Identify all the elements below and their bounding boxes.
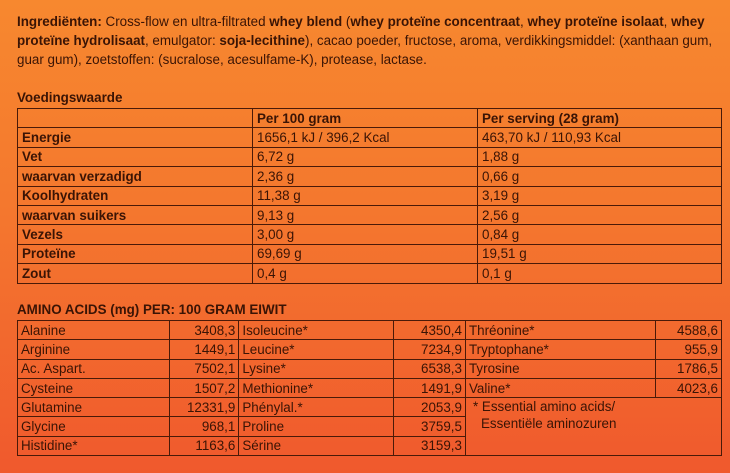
- nutrition-header-empty: [17, 107, 253, 129]
- amino-row: Ac. Aspart. 7502,1 Lysine* 6538,3 Tyrosine 17…: [16, 358, 723, 379]
- nutrient-per100: 69,69 g: [252, 243, 478, 265]
- amino-row: Cysteine 1507,2 Methionine* 1491,9 Valine* 40…: [16, 377, 723, 399]
- nutrition-row: Koolhydraten 11,38 g 3,19 g: [17, 185, 722, 206]
- nutrition-header-per100: Per 100 gram: [252, 107, 478, 129]
- nutrient-per100: 11,38 g: [252, 185, 478, 206]
- amino-value: 1491,9: [392, 377, 466, 399]
- amino-title: AMINO ACIDS (mg) PER: 100 GRAM EIWIT: [17, 302, 287, 317]
- nutrient-serving: 3,19 g: [477, 185, 722, 206]
- amino-value: 6538,3: [392, 358, 466, 379]
- amino-value: 1786,5: [654, 358, 723, 379]
- amino-name: Thréonine*: [464, 319, 656, 341]
- nutrition-row: Vezels 3,00 g 0,84 g: [17, 224, 722, 245]
- amino-value: 3159,3: [392, 435, 466, 457]
- nutrient-serving: 0,1 g: [477, 263, 722, 284]
- nutrition-row: waarvan suikers 9,13 g 2,56 g: [17, 204, 722, 226]
- amino-name: Alanine: [16, 319, 171, 341]
- footnote-line: * Essential amino acids/: [472, 399, 616, 415]
- nutrient-serving: 2,56 g: [477, 204, 722, 226]
- amino-value: 955,9: [654, 339, 723, 360]
- amino-row: Alanine 3408,3 Isoleucine* 4350,4 Thréonine*…: [16, 319, 723, 341]
- amino-name: Cysteine: [16, 377, 171, 399]
- nutrient-serving: 0,66 g: [477, 166, 722, 187]
- amino-row: Arginine 1449,1 Leucine* 7234,9 Tryptophane*…: [16, 339, 723, 360]
- ingredients-part: , emulgator:: [144, 33, 220, 48]
- ingredients-part: ,: [520, 14, 528, 29]
- ingredients-part: ,: [663, 14, 672, 29]
- ingredients-bold: soja-lecithine: [219, 33, 305, 48]
- amino-value: 2053,9: [392, 397, 466, 418]
- ingredients-bold: whey blend: [269, 14, 343, 29]
- amino-value: 3408,3: [169, 319, 240, 341]
- nutrient-per100: 2,36 g: [252, 166, 478, 187]
- nutrient-serving: 1,88 g: [477, 146, 722, 168]
- ingredients-label: Ingrediënten:: [17, 14, 102, 29]
- nutrition-title: Voedingswaarde: [17, 90, 123, 105]
- amino-value: 1507,2: [169, 377, 240, 399]
- amino-name: Leucine*: [238, 339, 394, 360]
- nutrition-table: Per 100 gram Per serving (28 gram) Energ…: [17, 107, 722, 284]
- nutrient-name: Koolhydraten: [17, 185, 253, 206]
- nutrition-row: waarvan verzadigd 2,36 g 0,66 g: [17, 166, 722, 187]
- amino-value: 12331,9: [169, 397, 240, 418]
- amino-name: Proline: [238, 416, 394, 437]
- amino-value: 4588,6: [654, 319, 723, 341]
- amino-table: Alanine 3408,3 Isoleucine* 4350,4 Thréonine*…: [16, 319, 723, 457]
- amino-name: Glutamine: [16, 397, 171, 418]
- ingredients-bold: whey proteïne concentraat: [350, 14, 521, 29]
- nutrient-serving: 463,70 kJ / 110,93 Kcal: [477, 127, 722, 148]
- nutrient-name: Vet: [17, 146, 253, 168]
- amino-name: Methionine*: [238, 377, 394, 399]
- nutrient-per100: 6,72 g: [252, 146, 478, 168]
- nutrient-name: waarvan verzadigd: [17, 166, 253, 187]
- amino-name: Isoleucine*: [238, 319, 394, 341]
- nutrition-row: Zout 0,4 g 0,1 g: [17, 263, 722, 284]
- amino-name: Arginine: [16, 339, 171, 360]
- amino-value: 7502,1: [169, 358, 240, 379]
- amino-name: Sérine: [238, 435, 394, 457]
- amino-value: 3759,5: [392, 416, 466, 437]
- footnote-line: Essentiële aminozuren: [480, 416, 617, 432]
- amino-name: Tyrosine: [464, 358, 656, 379]
- amino-name: Phénylal.*: [238, 397, 394, 418]
- ingredients-bold: whey proteïne hydrolisaat: [17, 14, 705, 48]
- amino-value: 7234,9: [392, 339, 466, 360]
- nutrient-name: Vezels: [17, 224, 253, 245]
- nutrition-row: Proteïne 69,69 g 19,51 g: [17, 243, 722, 265]
- nutrient-per100: 3,00 g: [252, 224, 478, 245]
- nutrient-name: Energie: [17, 127, 253, 148]
- nutrient-per100: 9,13 g: [252, 204, 478, 226]
- amino-name: Tryptophane*: [464, 339, 656, 360]
- nutrient-serving: 19,51 g: [477, 243, 722, 265]
- ingredients-part: ), cacao poeder, fructose, aroma, verdik…: [17, 33, 713, 67]
- amino-name: Histidine*: [16, 435, 171, 457]
- ingredients-part: Cross-flow en ultra-filtrated: [101, 14, 270, 29]
- nutrient-name: Zout: [17, 263, 253, 284]
- amino-name: Glycine: [16, 416, 171, 437]
- nutrition-header-serving: Per serving (28 gram): [477, 107, 722, 129]
- amino-value: 4350,4: [392, 319, 466, 341]
- amino-value: 1449,1: [169, 339, 240, 360]
- amino-row: Histidine* 1163,6 Sérine 3159,3: [16, 435, 722, 457]
- amino-row: Glutamine 12331,9 Phénylal.* 2053,9 * Essent…: [16, 397, 723, 457]
- amino-footnote: * Essential amino acids/Essentiële amino…: [464, 397, 723, 457]
- amino-name: Lysine*: [238, 358, 394, 379]
- nutrition-row: Energie 1656,1 kJ / 396,2 Kcal 463,70 kJ /…: [17, 127, 722, 148]
- nutrient-name: waarvan suikers: [17, 204, 253, 226]
- amino-value: 968,1: [169, 416, 240, 437]
- ingredients-bold: whey proteïne isolaat: [527, 14, 664, 29]
- amino-name: Valine*: [464, 377, 656, 399]
- nutrition-header-row: Per 100 gram Per serving (28 gram): [17, 107, 722, 129]
- amino-value: 4023,6: [654, 377, 723, 399]
- ingredients-text: Ingrediënten: Cross-flow en ultra-filtra…: [17, 12, 722, 69]
- nutrition-row: Vet 6,72 g 1,88 g: [17, 146, 722, 168]
- amino-name: Ac. Aspart.: [16, 358, 171, 379]
- nutrient-name: Proteïne: [17, 243, 253, 265]
- nutrient-serving: 0,84 g: [477, 224, 722, 245]
- nutrient-per100: 0,4 g: [252, 263, 478, 284]
- nutrient-per100: 1656,1 kJ / 396,2 Kcal: [252, 127, 478, 148]
- ingredients-part: (: [342, 14, 351, 29]
- amino-value: 1163,6: [169, 435, 240, 457]
